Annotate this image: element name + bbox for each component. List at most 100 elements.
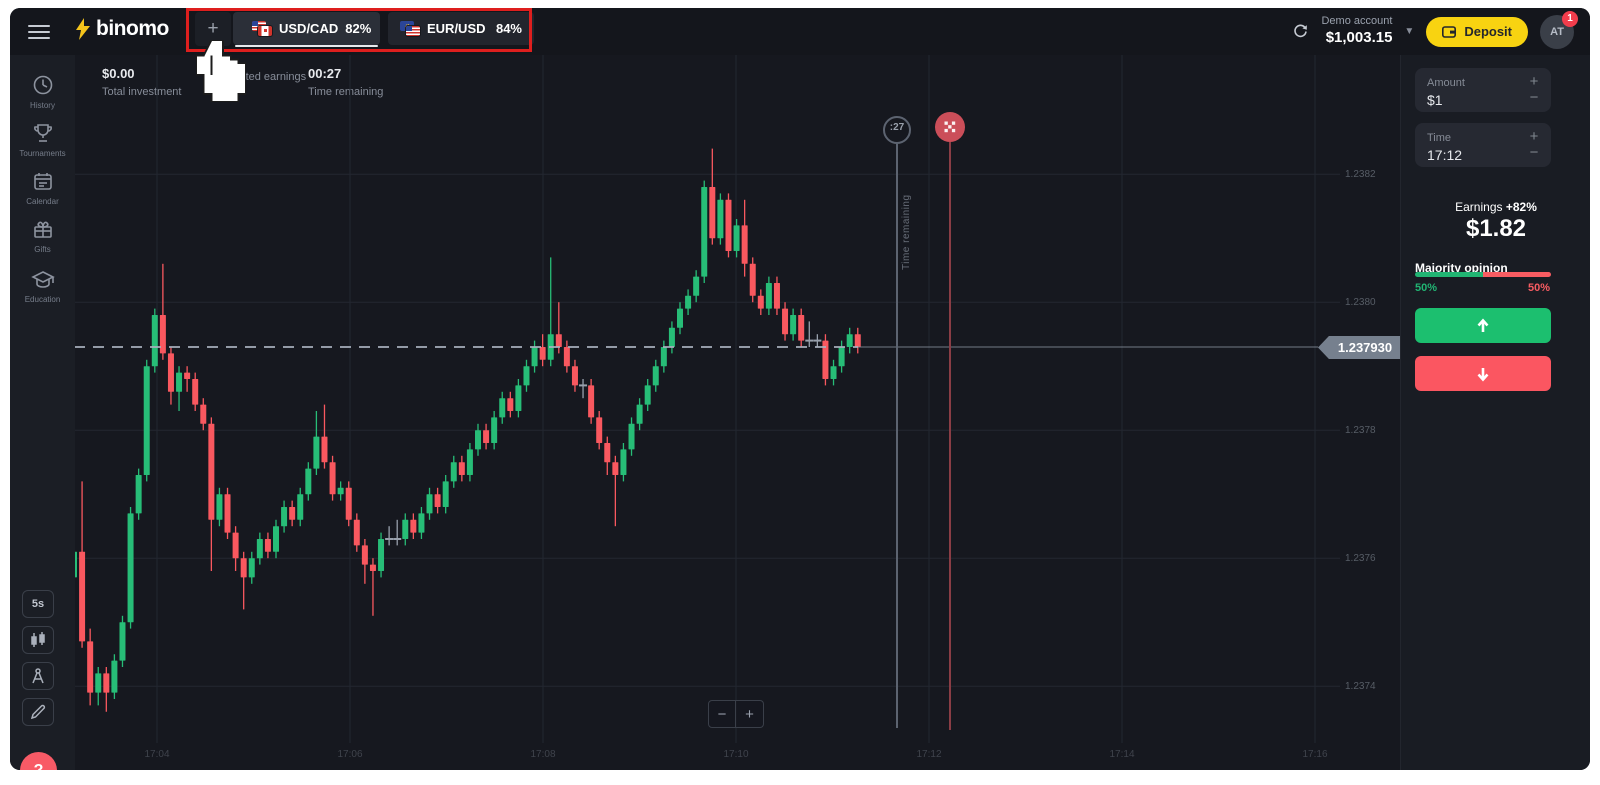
- candle-body: [135, 475, 142, 514]
- time-axis-label: 17:04: [144, 749, 170, 760]
- candle-body: [167, 353, 174, 392]
- tournaments-icon: [33, 124, 52, 142]
- expiration-circle: [935, 112, 965, 142]
- earnings-percent: +82%: [1505, 200, 1537, 214]
- checkered-flag-icon: [944, 128, 948, 133]
- time-decrease-button[interactable]: −: [1529, 144, 1539, 161]
- amount-field[interactable]: Amount $1 + −: [1415, 68, 1551, 112]
- zoom-controls: − +: [708, 700, 764, 728]
- candle-body: [361, 545, 368, 565]
- topbar: binomo + USD/CAD 82% EUR/USD 84% Demo ac…: [10, 8, 1590, 55]
- candle-body: [79, 551, 86, 642]
- candle-body: [773, 283, 780, 309]
- candle-body: [200, 404, 207, 424]
- candle-body: [289, 507, 296, 520]
- pencil-icon: [30, 704, 46, 720]
- add-asset-tab-button[interactable]: +: [195, 12, 231, 46]
- checkered-flag-icon: [951, 128, 956, 133]
- amount-value: $1: [1427, 92, 1443, 108]
- sidebar-item-calendar[interactable]: Calendar: [10, 170, 75, 206]
- candle-body: [224, 494, 231, 533]
- zoom-out-button[interactable]: −: [708, 700, 736, 728]
- time-field[interactable]: Time 17:12 + −: [1415, 123, 1551, 167]
- history-icon: [33, 75, 52, 95]
- bolt-icon: [76, 18, 90, 40]
- candle-body: [749, 263, 756, 296]
- asset-tab-eurusd[interactable]: EUR/USD 84%: [388, 12, 534, 45]
- zoom-in-button[interactable]: +: [736, 700, 764, 728]
- candle-body: [103, 673, 110, 693]
- candle-body: [822, 340, 829, 379]
- candle-body: [628, 423, 635, 450]
- account-switcher[interactable]: Demo account $1,003.15: [1321, 15, 1392, 48]
- candle-body: [491, 417, 498, 443]
- candle-body: [483, 430, 490, 443]
- active-tab-underline: [235, 45, 378, 47]
- amount-increase-button[interactable]: +: [1529, 73, 1539, 90]
- avatar[interactable]: AT 1: [1540, 10, 1578, 49]
- candle-body: [426, 494, 433, 514]
- candle-body: [652, 366, 659, 386]
- arrow-up-icon: [1477, 318, 1489, 332]
- time-axis-label: 17:16: [1302, 749, 1328, 760]
- put-down-button[interactable]: [1415, 356, 1551, 391]
- indicators-button[interactable]: [22, 662, 54, 690]
- candle-body: [765, 283, 772, 309]
- candle-body: [256, 539, 263, 559]
- candle-body: [305, 468, 312, 495]
- purchase-deadline-countdown: :27: [889, 122, 905, 133]
- amount-decrease-button[interactable]: −: [1529, 89, 1539, 106]
- earnings-value: $1.82: [1465, 215, 1527, 242]
- candle-body: [378, 539, 385, 571]
- call-up-button[interactable]: [1415, 308, 1551, 343]
- time-axis-label: 17:12: [916, 749, 942, 760]
- candle-body: [402, 519, 409, 539]
- candle-body: [216, 494, 223, 520]
- help-button[interactable]: ?: [20, 752, 57, 770]
- candle-body: [329, 462, 336, 495]
- candle-body: [531, 347, 538, 367]
- chart-type-candles-button[interactable]: [22, 626, 54, 654]
- price-axis-label: 1.2380: [1345, 297, 1376, 309]
- candle-body: [790, 315, 797, 335]
- candle-body: [232, 532, 239, 559]
- candle-body: [111, 660, 118, 693]
- candle-body: [547, 334, 554, 360]
- candle-body: [677, 308, 683, 328]
- time-increase-button[interactable]: +: [1529, 128, 1539, 145]
- account-chevron-down-icon[interactable]: ▼: [1404, 26, 1415, 37]
- candle-body: [127, 513, 134, 623]
- checkered-flag-icon: [948, 125, 952, 129]
- binomo-logo: binomo: [76, 17, 169, 41]
- candle-body: [709, 187, 716, 239]
- sidebar-item-tournaments[interactable]: Tournaments: [10, 122, 75, 158]
- menu-icon[interactable]: [28, 21, 50, 41]
- deposit-button[interactable]: Deposit: [1426, 16, 1528, 47]
- candle-body: [668, 327, 675, 347]
- sidebar-item-gifts[interactable]: Gifts: [10, 218, 75, 254]
- candlestick-chart: [71, 55, 1340, 743]
- eur-usd-flags-icon: [400, 21, 420, 36]
- price-axis-label: 1.2382: [1345, 169, 1376, 181]
- candle-body: [159, 315, 166, 354]
- asset-tab-usdcad[interactable]: USD/CAD 82%: [233, 12, 380, 47]
- draw-button[interactable]: [22, 698, 54, 726]
- candle-doji: [579, 384, 588, 387]
- gifts-icon: [33, 221, 52, 238]
- refresh-icon[interactable]: [1292, 23, 1309, 40]
- calendar-icon: [33, 173, 52, 190]
- price-axis-label: 1.2376: [1345, 553, 1376, 565]
- majority-down-segment: [1483, 272, 1551, 277]
- candle-body: [297, 494, 304, 520]
- candle-body: [733, 225, 740, 251]
- candle-body: [798, 315, 805, 341]
- candle-body: [313, 436, 320, 469]
- candle-body: [410, 519, 417, 533]
- candle-body: [499, 398, 506, 418]
- candle-body: [273, 526, 279, 552]
- candle-body: [442, 481, 449, 507]
- sidebar-item-education[interactable]: Education: [10, 268, 75, 304]
- interval-5s-button[interactable]: 5s: [22, 590, 54, 618]
- sidebar-item-history[interactable]: History: [10, 74, 75, 110]
- time-value: 17:12: [1427, 147, 1463, 163]
